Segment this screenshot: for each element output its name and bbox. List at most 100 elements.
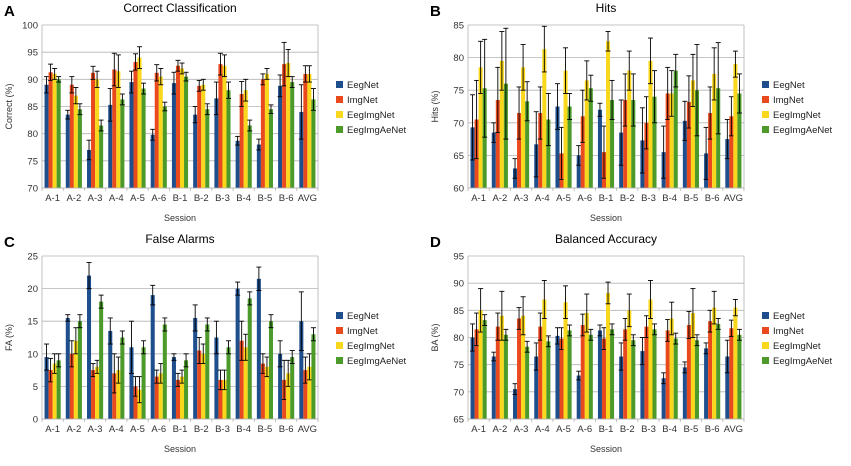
bar-imgnet-b-5 bbox=[260, 363, 265, 419]
bar-imgnet-a-4 bbox=[112, 69, 117, 188]
bar-eegimgaenet-a-2 bbox=[77, 109, 82, 188]
y-tick-label: 20 bbox=[27, 284, 38, 295]
x-tick-label: A-4 bbox=[109, 193, 124, 204]
bar-eegimgaenet-a-4 bbox=[120, 99, 125, 188]
x-tick-label: B-5 bbox=[258, 193, 273, 204]
bar-eegnet-b-2 bbox=[193, 114, 198, 188]
bar-eegimgnet-b-4 bbox=[669, 93, 674, 188]
bar-imgnet-a-6 bbox=[154, 72, 159, 188]
x-tick-label: B-4 bbox=[236, 424, 251, 435]
bar-eegimgaenet-b-4 bbox=[673, 70, 678, 188]
y-tick-label: 75 bbox=[27, 156, 38, 167]
bar-imgnet-b-3 bbox=[644, 326, 649, 419]
bar-imgnet-a-4 bbox=[538, 113, 543, 188]
bar-eegimgaenet-a-5 bbox=[567, 330, 572, 419]
bar-eegnet-b-6 bbox=[278, 85, 283, 188]
bar-eegnet-a-3 bbox=[87, 275, 92, 419]
bar-eegimgnet-b-4 bbox=[669, 318, 674, 419]
y-tick-label: 90 bbox=[27, 75, 38, 86]
bar-imgnet-b-2 bbox=[197, 350, 202, 419]
x-tick-label: B-5 bbox=[684, 424, 699, 435]
bar-eegnet-a-5 bbox=[555, 106, 560, 188]
bar-eegimgnet-a-3 bbox=[95, 79, 100, 188]
bar-imgnet-a-3 bbox=[517, 318, 522, 419]
bar-eegnet-a-2 bbox=[65, 317, 70, 419]
x-tick-label: AVG bbox=[724, 424, 743, 435]
bar-eegimgnet-a-6 bbox=[584, 80, 589, 188]
bar-eegnet-avg bbox=[725, 356, 730, 419]
bar-eegimgnet-b-2 bbox=[201, 353, 206, 419]
legend-label-eegimgaenet: EegImgAeNet bbox=[773, 356, 833, 367]
bar-imgnet-a-3 bbox=[517, 113, 522, 188]
y-tick-label: 80 bbox=[27, 129, 38, 140]
bar-eegnet-a-5 bbox=[129, 347, 134, 419]
bar-imgnet-b-2 bbox=[623, 329, 628, 419]
x-tick-label: A-4 bbox=[535, 424, 550, 435]
bar-eegimgaenet-b-6 bbox=[716, 323, 721, 419]
bar-eegimgnet-b-3 bbox=[222, 379, 227, 419]
bar-imgnet-a-2 bbox=[495, 326, 500, 419]
bar-eegimgnet-a-6 bbox=[584, 313, 589, 419]
bar-eegnet-a-6 bbox=[576, 155, 581, 188]
bar-imgnet-b-5 bbox=[260, 79, 265, 188]
bar-eegimgaenet-b-6 bbox=[716, 88, 721, 188]
legend-swatch-eegnet bbox=[336, 81, 343, 88]
bar-eegimgnet-a-4 bbox=[116, 370, 121, 419]
bar-eegimgnet-b-3 bbox=[648, 299, 653, 419]
legend-swatch-eegimgaenet bbox=[336, 357, 343, 364]
legend-swatch-eegimgnet bbox=[336, 111, 343, 118]
y-tick-label: 85 bbox=[27, 102, 38, 113]
bar-eegimgaenet-avg bbox=[737, 93, 742, 188]
bar-eegimgnet-a-2 bbox=[73, 340, 78, 419]
bar-eegimgnet-a-4 bbox=[542, 49, 547, 189]
bar-eegnet-a-5 bbox=[555, 335, 560, 419]
bar-eegimgnet-b-6 bbox=[712, 73, 717, 188]
x-tick-label: A-2 bbox=[492, 424, 507, 435]
x-tick-label: B-2 bbox=[194, 193, 209, 204]
bar-eegnet-a-1 bbox=[470, 337, 475, 419]
x-tick-label: B-2 bbox=[194, 424, 209, 435]
legend-swatch-imgnet bbox=[336, 96, 343, 103]
bar-imgnet-a-3 bbox=[91, 72, 96, 188]
bar-eegimgnet-a-4 bbox=[542, 299, 547, 419]
bar-eegnet-a-1 bbox=[44, 357, 49, 419]
x-tick-label: B-4 bbox=[662, 193, 677, 204]
bar-eegimgnet-a-2 bbox=[73, 95, 78, 188]
bar-imgnet-b-1 bbox=[175, 65, 180, 188]
bar-imgnet-avg bbox=[729, 328, 734, 419]
x-tick-label: AVG bbox=[298, 424, 317, 435]
bar-eegimgaenet-b-3 bbox=[652, 96, 657, 188]
bar-eegimgnet-b-6 bbox=[286, 373, 291, 419]
x-tick-label: B-6 bbox=[279, 424, 294, 435]
bar-eegimgnet-a-4 bbox=[116, 71, 121, 188]
x-tick-label: B-1 bbox=[599, 193, 614, 204]
bar-eegnet-avg bbox=[725, 139, 730, 188]
bar-eegnet-b-6 bbox=[278, 353, 283, 419]
y-axis-label: FA (%) bbox=[4, 324, 14, 351]
bar-eegimgaenet-a-1 bbox=[482, 88, 487, 188]
bar-imgnet-a-3 bbox=[91, 370, 96, 419]
bar-eegimgnet-b-1 bbox=[180, 68, 185, 188]
legend-swatch-eegimgnet bbox=[762, 342, 769, 349]
bar-eegimgnet-b-5 bbox=[264, 366, 269, 419]
bar-imgnet-a-6 bbox=[580, 116, 585, 188]
bar-eegimgnet-a-1 bbox=[52, 73, 57, 188]
bar-eegimgnet-b-2 bbox=[201, 84, 206, 188]
bar-imgnet-b-3 bbox=[218, 64, 223, 188]
bar-eegimgaenet-b-2 bbox=[205, 109, 210, 188]
bar-eegimgnet-a-6 bbox=[158, 76, 163, 188]
x-tick-label: A-3 bbox=[514, 424, 529, 435]
y-tick-label: 100 bbox=[22, 21, 38, 32]
x-tick-label: B-6 bbox=[705, 424, 720, 435]
legend-label-eegimgnet: EegImgNet bbox=[773, 110, 821, 121]
bar-eegimgnet-avg bbox=[733, 307, 738, 419]
bar-imgnet-b-2 bbox=[197, 85, 202, 188]
bar-eegimgaenet-a-3 bbox=[99, 301, 104, 419]
chart-title: Hits bbox=[596, 1, 617, 15]
y-tick-label: 0 bbox=[33, 415, 38, 426]
bar-eegnet-b-5 bbox=[682, 120, 687, 188]
x-tick-label: B-1 bbox=[599, 424, 614, 435]
x-tick-label: AVG bbox=[724, 193, 743, 204]
bar-eegimgnet-b-3 bbox=[648, 60, 653, 188]
bar-eegimgnet-a-2 bbox=[499, 60, 504, 188]
